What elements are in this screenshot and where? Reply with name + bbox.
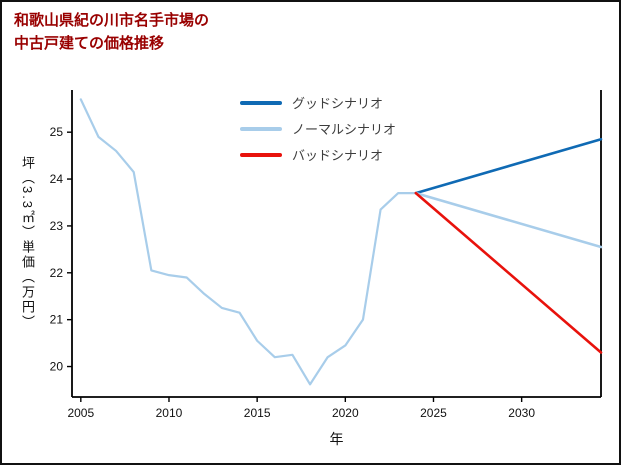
y-tick-label: 21 (50, 313, 64, 327)
bad-scenario-line-swatch (240, 152, 282, 157)
y-axis-label: 坪（3.3㎡）単価（万円） (20, 155, 35, 331)
legend-item-normal-scenario: ノーマルシナリオ (240, 120, 396, 137)
legend: グッドシナリオ ノーマルシナリオ バッドシナリオ (240, 94, 396, 163)
series-good-scenario (414, 137, 603, 195)
x-tick-label: 2020 (332, 406, 359, 420)
chart-title: 和歌山県紀の川市名手市場の 中古戸建ての価格推移 (14, 10, 209, 55)
legend-item-good-scenario: グッドシナリオ (240, 94, 396, 111)
legend-label-bad-scenario: バッドシナリオ (292, 148, 384, 163)
normal-scenario-line-swatch (240, 126, 282, 131)
x-tick-label: 2025 (420, 406, 447, 420)
series-historical (79, 98, 417, 386)
series-normal-scenario (414, 191, 603, 249)
chart-title-line2: 中古戸建ての価格推移 (14, 34, 165, 52)
legend-label-good-scenario: グッドシナリオ (292, 96, 384, 111)
y-tick-label: 20 (50, 360, 64, 374)
legend-item-bad-scenario: バッドシナリオ (240, 146, 396, 163)
y-tick-label: 23 (50, 219, 64, 233)
x-tick-label: 2005 (67, 406, 94, 420)
x-tick-label: 2030 (508, 406, 535, 420)
x-tick-label: 2015 (244, 406, 271, 420)
y-tick-label: 25 (50, 125, 64, 139)
x-tick-label: 2010 (156, 406, 183, 420)
chart-title-line1: 和歌山県紀の川市名手市場の (14, 12, 210, 29)
legend-label-normal-scenario: ノーマルシナリオ (292, 122, 397, 137)
series-bad-scenario (414, 191, 603, 354)
x-axis-label: 年 (330, 431, 344, 447)
y-tick-label: 22 (50, 266, 64, 280)
y-tick-label: 24 (50, 172, 64, 186)
good-scenario-line-swatch (240, 100, 282, 105)
